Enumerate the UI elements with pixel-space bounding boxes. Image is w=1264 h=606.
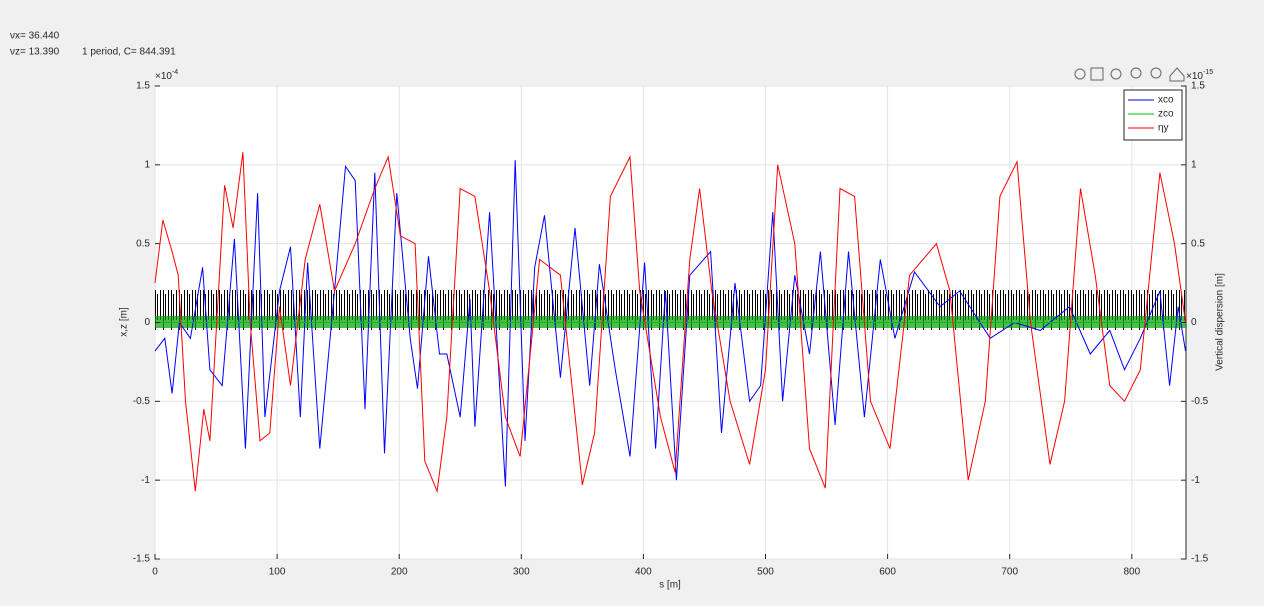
y2-tick-label: 0.5	[1191, 238, 1205, 249]
legend-label: zco	[1158, 109, 1174, 120]
series-line	[154, 152, 1186, 494]
y2-exponent: ×10-15	[1186, 69, 1213, 82]
x-label: s [m]	[659, 580, 681, 591]
x-tick-label: 400	[635, 567, 652, 578]
x-tick-label: 700	[1001, 567, 1018, 578]
y-label: x,z [m]	[119, 307, 130, 337]
legend-label: xco	[1158, 95, 1174, 106]
period-info: 1 period, C= 844.391	[82, 47, 176, 58]
x-tick-label: 500	[757, 567, 774, 578]
x-tick-label: 200	[391, 567, 408, 578]
legend-label: ηy	[1158, 123, 1169, 134]
y2-tick-label: -0.5	[1191, 396, 1209, 407]
y-tick-label: 0.5	[136, 238, 150, 249]
y-tick-label: 1.5	[136, 81, 150, 92]
y-exponent: ×10-4	[155, 69, 178, 82]
x-tick-label: 100	[269, 567, 286, 578]
tune-x: νx= 36.440	[10, 31, 60, 42]
y2-label: Vertical dispersion [m]	[1215, 273, 1226, 371]
toolbar[interactable]	[1074, 67, 1185, 82]
y2-tick-label: -1.5	[1191, 554, 1209, 565]
y-tick-label: -1	[141, 475, 150, 486]
x-tick-label: 300	[513, 567, 530, 578]
y-tick-label: 1	[144, 159, 150, 170]
y2-tick-label: 1.5	[1191, 81, 1205, 92]
x-tick-label: 0	[152, 567, 158, 578]
x-tick-label: 800	[1123, 567, 1140, 578]
y2-tick-label: 1	[1191, 159, 1197, 170]
y-tick-label: 0	[144, 317, 150, 328]
series-line	[154, 160, 1186, 487]
y-tick-label: -1.5	[133, 554, 151, 565]
tune-z: νz= 13.390	[10, 47, 60, 58]
legend-box	[1123, 89, 1183, 141]
x-tick-label: 600	[879, 567, 896, 578]
y2-tick-label: -1	[1191, 475, 1200, 486]
y-tick-label: -0.5	[133, 396, 151, 407]
y2-tick-label: 0	[1191, 317, 1197, 328]
